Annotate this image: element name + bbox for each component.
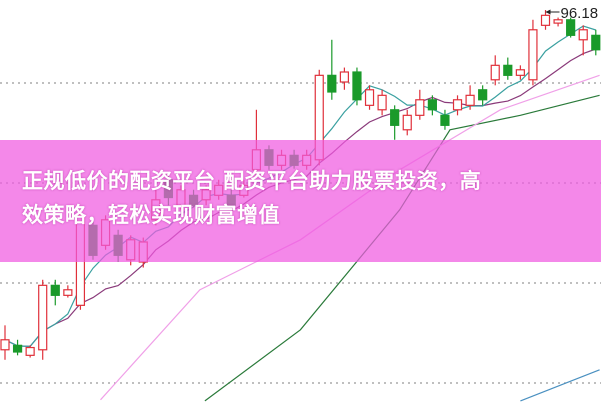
- candle-body-up: [528, 29, 538, 81]
- candle: [50, 279, 60, 306]
- candle: [25, 345, 35, 358]
- candle: [478, 85, 488, 106]
- title-banner: 正规低价的配资平台 配资平台助力股票投资，高 效策略，轻松实现财富增值: [0, 140, 601, 262]
- candle-body-up: [25, 346, 35, 356]
- candle: [528, 19, 538, 86]
- candle: [553, 17, 563, 27]
- candle-body-up: [465, 94, 475, 106]
- candle-body-down: [352, 71, 362, 101]
- candle-body-down: [591, 34, 601, 51]
- candle: [38, 279, 48, 360]
- max-pointer-arrow-icon: [545, 9, 551, 15]
- candle-body-down: [440, 114, 450, 126]
- candle-body-down: [390, 109, 400, 126]
- candle: [327, 39, 337, 100]
- candle-body-up: [452, 99, 463, 111]
- candle-body-up: [515, 69, 525, 76]
- candle: [427, 95, 437, 116]
- candle-body-up: [63, 289, 73, 296]
- candle-body-down: [503, 64, 513, 76]
- candle-body-up: [415, 99, 425, 116]
- candle-body-up: [339, 71, 349, 83]
- candle-body-up: [0, 339, 10, 351]
- candle: [377, 89, 387, 116]
- candle: [503, 57, 513, 80]
- banner-title: 正规低价的配资平台 配资平台助力股票投资，高 效策略，轻松实现财富增值: [22, 164, 587, 232]
- candle: [578, 25, 588, 56]
- ma60-line: [520, 369, 600, 402]
- candle: [515, 65, 525, 80]
- candle: [402, 109, 412, 136]
- candle-body-up: [377, 94, 387, 111]
- candle-body-up: [38, 284, 48, 351]
- candle: [339, 67, 349, 90]
- candle: [352, 67, 362, 106]
- candle-body-down: [566, 19, 576, 36]
- candle-body-up: [553, 19, 563, 24]
- candle: [63, 285, 73, 298]
- candle: [415, 89, 425, 120]
- candle: [452, 95, 463, 116]
- candle-body-down: [12, 344, 23, 353]
- candle-body-up: [540, 14, 551, 26]
- candle: [591, 29, 601, 56]
- candle: [364, 85, 375, 110]
- candle-body-up: [402, 114, 412, 131]
- candle: [390, 105, 400, 140]
- candle: [566, 17, 576, 38]
- candle-body-down: [327, 74, 337, 93]
- candle-body-up: [364, 89, 375, 106]
- candle: [465, 85, 475, 110]
- candle: [540, 10, 551, 30]
- candle-body-down: [427, 99, 437, 111]
- candle-body-up: [578, 29, 588, 41]
- candle-body-up: [490, 64, 500, 81]
- banner-line-2: 效策略，轻松实现财富增值: [22, 203, 280, 227]
- candle: [0, 325, 10, 360]
- candle-body-down: [50, 284, 60, 296]
- max-price-label: 96.18: [561, 5, 599, 22]
- candle: [12, 339, 23, 356]
- candle: [490, 55, 500, 86]
- banner-line-1: 正规低价的配资平台 配资平台助力股票投资，高: [22, 169, 482, 193]
- candle-body-down: [478, 89, 488, 101]
- candle: [440, 109, 450, 130]
